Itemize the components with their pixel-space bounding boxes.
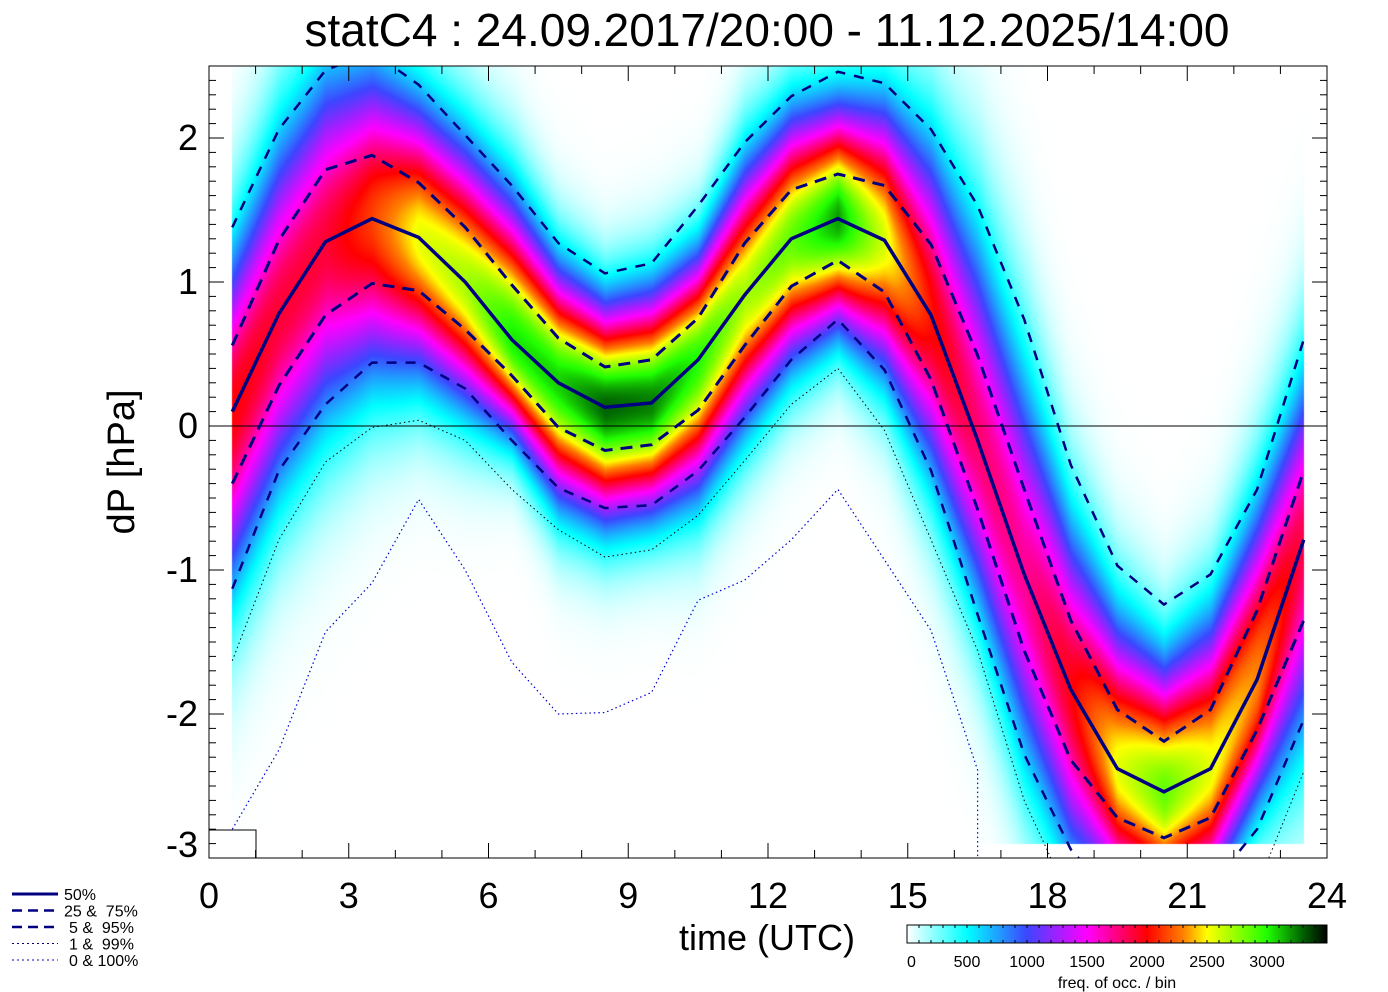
quantile-line-5pct bbox=[231, 317, 1305, 858]
quantile-line-50pct bbox=[230, 216, 1306, 794]
corner-box bbox=[208, 829, 257, 859]
chart-title: statC4 : 24.09.2017/20:00 - 11.12.2025/1… bbox=[305, 4, 1230, 56]
colorbar-tick-label: 2000 bbox=[1129, 954, 1165, 971]
colorbar-tick-label: 2500 bbox=[1189, 954, 1225, 971]
colorbar-tick-label: 1500 bbox=[1069, 954, 1105, 971]
x-tick-label: 12 bbox=[748, 875, 788, 916]
x-tick-label: 3 bbox=[339, 875, 359, 916]
legend-label: 5 & 95% bbox=[69, 920, 134, 937]
colorbar-tick-label: 3000 bbox=[1249, 954, 1285, 971]
y-tick-label: -2 bbox=[166, 693, 198, 734]
x-tick-label: 0 bbox=[199, 875, 219, 916]
y-tick-label: -3 bbox=[166, 824, 198, 865]
quantile-line-75pct bbox=[230, 153, 1306, 744]
legend-label: 1 & 99% bbox=[69, 937, 134, 954]
colorbar-title: freq. of occ. / bin bbox=[1058, 975, 1176, 992]
quantile-line-25pct bbox=[230, 258, 1306, 840]
colorbar-tick-label: 500 bbox=[954, 954, 981, 971]
quantile-line-1pct bbox=[231, 367, 1305, 858]
x-tick-label: 9 bbox=[618, 875, 638, 916]
y-axis-label: dP [hPa] bbox=[101, 389, 143, 534]
y-tick-label: 1 bbox=[178, 261, 198, 302]
x-axis-label: time (UTC) bbox=[679, 917, 855, 958]
quantile-line-95pct bbox=[231, 66, 1305, 607]
colorbar-gradient bbox=[906, 924, 1328, 944]
x-tick-label: 21 bbox=[1167, 875, 1207, 916]
colorbar: 0 500 1000 1500 2000 2500 3000 freq. of occ. / … bbox=[906, 924, 1328, 992]
y-tick-label: -1 bbox=[166, 549, 198, 590]
y-tick-label: 2 bbox=[178, 117, 198, 158]
y-tick-label: 0 bbox=[178, 405, 198, 446]
x-tick-label: 6 bbox=[478, 875, 498, 916]
legend-label: 0 & 100% bbox=[69, 953, 138, 970]
x-tick-label: 24 bbox=[1307, 875, 1347, 916]
x-tick-label: 15 bbox=[888, 875, 928, 916]
x-tick-label: 18 bbox=[1027, 875, 1067, 916]
legend: 50%25 & 75%5 & 95%1 & 99%0 & 100% bbox=[12, 887, 138, 970]
colorbar-tick-label: 1000 bbox=[1009, 954, 1045, 971]
legend-label: 25 & 75% bbox=[64, 904, 138, 921]
legend-label: 50% bbox=[64, 887, 96, 904]
plot-frame bbox=[208, 65, 1328, 859]
quantile-line-0pct bbox=[231, 488, 979, 858]
colorbar-tick-label: 0 bbox=[907, 954, 916, 971]
